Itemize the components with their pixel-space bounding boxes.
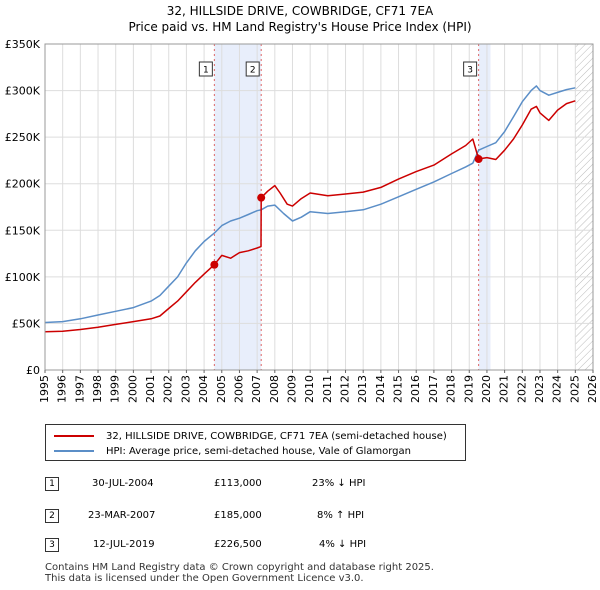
sale-number: 2 (45, 509, 59, 523)
y-tick-label: £0 (26, 364, 40, 377)
sale-price: £226,500 (214, 539, 262, 550)
x-tick-label: 2018 (445, 375, 458, 403)
sale-hpi-diff: 23% ↓ HPI (312, 478, 366, 489)
x-tick-label: 2000 (126, 375, 139, 403)
x-tick-label: 2016 (409, 375, 422, 403)
x-tick-label: 2024 (551, 375, 564, 403)
x-tick-label: 2005 (215, 375, 228, 403)
sale-date: 23-MAR-2007 (88, 510, 156, 521)
sale-price: £185,000 (214, 510, 262, 521)
x-tick-label: 2014 (374, 375, 387, 403)
plot-frame (44, 43, 594, 371)
x-tick-label: 2019 (462, 375, 475, 403)
x-tick-label: 1998 (91, 375, 104, 403)
x-tick-label: 2008 (268, 375, 281, 403)
sale-date: 30-JUL-2004 (92, 478, 154, 489)
legend-swatch-hpi (54, 450, 94, 452)
legend-item-property: 32, HILLSIDE DRIVE, COWBRIDGE, CF71 7EA … (54, 429, 447, 443)
sale-number: 3 (45, 538, 59, 552)
plot-area (45, 44, 593, 370)
chart-title: 32, HILLSIDE DRIVE, COWBRIDGE, CF71 7EA (166, 4, 434, 18)
x-tick-label: 2017 (427, 375, 440, 403)
footer-copyright: Contains HM Land Registry data © Crown c… (45, 562, 434, 573)
y-tick-label: £150K (5, 224, 41, 237)
hpi-line (44, 85, 576, 324)
x-tick-label: 2013 (356, 375, 369, 403)
sale-marker-label: 2 (250, 66, 256, 76)
legend-swatch-property (54, 435, 94, 437)
x-tick-label: 2012 (339, 375, 352, 403)
x-tick-label: 2007 (250, 375, 263, 403)
property-price-line (44, 100, 576, 333)
y-tick-label: £200K (5, 178, 41, 191)
price-chart: 1 2 3 £0 £50K £100K £150K £200K £250K £300K £350K… (5, 38, 599, 403)
x-tick-label: 2011 (321, 375, 334, 403)
sale-date: 12-JUL-2019 (93, 539, 155, 550)
x-tick-label: 1996 (56, 375, 69, 403)
forecast-hatched-area (575, 44, 593, 370)
x-tick-label: 2006 (232, 375, 245, 403)
x-tick-label: 2003 (179, 375, 192, 403)
sale-marker-label: 3 (467, 66, 473, 76)
sale-number: 1 (45, 477, 59, 491)
y-tick-label: £50K (12, 317, 41, 330)
x-tick-label: 1995 (38, 375, 51, 403)
x-tick-label: 2015 (392, 375, 405, 403)
sale-point (210, 260, 219, 269)
x-tick-label: 2025 (568, 375, 581, 403)
legend-item-hpi: HPI: Average price, semi-detached house,… (54, 444, 411, 458)
y-tick-label: £100K (5, 271, 41, 284)
x-tick-label: 2002 (162, 375, 175, 403)
sale-shaded-band (478, 44, 491, 370)
sale-marker-box (198, 61, 213, 77)
x-tick-label: 2021 (498, 375, 511, 403)
y-tick-label: £300K (5, 85, 41, 98)
sale-marker-box (463, 61, 478, 77)
x-tick-label: 2020 (480, 375, 493, 403)
sale-marker-box (245, 61, 260, 77)
x-tick-label: 2001 (144, 375, 157, 403)
x-tick-label: 2022 (515, 375, 528, 403)
footer: Contains HM Land Registry data © Crown c… (45, 562, 434, 584)
chart-subtitle: Price paid vs. HM Land Registry's House … (128, 20, 472, 34)
sale-hpi-diff: 4% ↓ HPI (319, 539, 367, 550)
x-tick-label: 2004 (197, 375, 210, 403)
sale-hpi-diff: 8% ↑ HPI (317, 510, 365, 521)
legend: 32, HILLSIDE DRIVE, COWBRIDGE, CF71 7EA … (45, 424, 466, 461)
x-tick-label: 1999 (109, 375, 122, 403)
sale-marker-label: 1 (203, 66, 209, 76)
footer-licence: This data is licensed under the Open Gov… (45, 573, 364, 584)
x-tick-label: 1997 (73, 375, 86, 403)
x-tick-label: 2009 (285, 375, 298, 403)
y-tick-label: £350K (5, 38, 41, 51)
legend-label-hpi: HPI: Average price, semi-detached house,… (106, 445, 411, 457)
sale-point (474, 155, 483, 164)
x-tick-label: 2026 (586, 375, 599, 403)
legend-label-property: 32, HILLSIDE DRIVE, COWBRIDGE, CF71 7EA … (106, 430, 447, 442)
x-tick-label: 2023 (533, 375, 546, 403)
x-tick-label: 2010 (303, 375, 316, 403)
sale-price: £113,000 (214, 478, 262, 489)
y-tick-label: £250K (5, 131, 41, 144)
sale-point (257, 193, 266, 202)
